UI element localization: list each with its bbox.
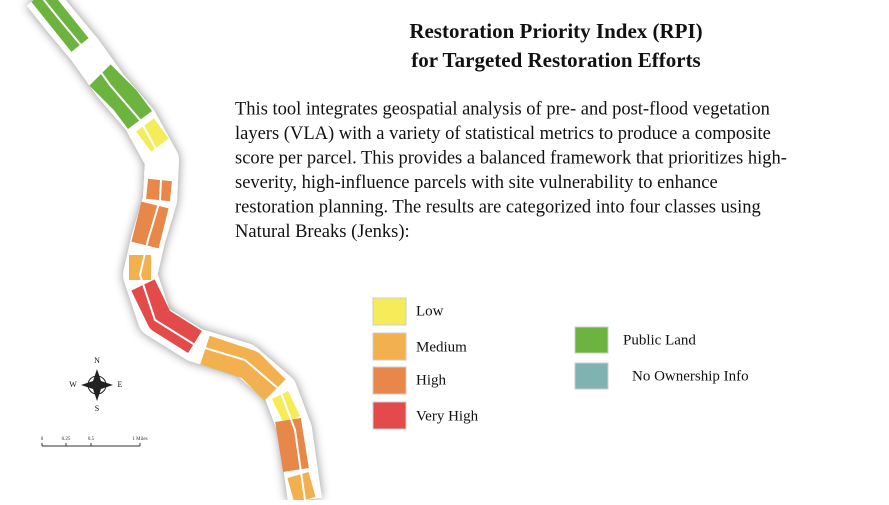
- legend-swatch: [372, 366, 407, 395]
- legend-label: Low: [416, 303, 444, 319]
- description-line: restoration planning. The results are ca…: [235, 197, 761, 217]
- legend-label: Medium: [416, 339, 467, 355]
- river-line: [42, 0, 306, 501]
- legend-label: No Ownership Info: [632, 368, 749, 384]
- parcel: [146, 178, 172, 202]
- legend-swatch: [372, 297, 407, 326]
- scale-label: 1 Miles: [132, 437, 147, 442]
- compass-ring: [87, 375, 107, 395]
- legend-label: Very High: [416, 408, 479, 424]
- parcel: [131, 279, 202, 354]
- legend-swatch: [372, 332, 407, 361]
- scale-label: 0.5: [88, 437, 95, 442]
- river-corridor: [26, 0, 322, 503]
- legend: Low Medium High Very High Public Land No…: [372, 297, 749, 430]
- description-line: severity, high-influence parcels with si…: [235, 173, 718, 193]
- compass: N E S W: [69, 356, 122, 413]
- parcel: [131, 201, 169, 249]
- description-line: Natural Breaks (Jenks):: [235, 222, 410, 242]
- legend-swatch: [372, 401, 407, 430]
- legend-label: Public Land: [623, 332, 696, 348]
- legend-label: High: [416, 372, 447, 388]
- parcel: [275, 417, 309, 473]
- title: for Targeted Restoration Efforts: [411, 48, 700, 72]
- description-line: layers (VLA) with a variety of statistic…: [235, 124, 771, 144]
- scale-label: 0.25: [62, 437, 71, 442]
- scale-label: 0: [41, 437, 44, 442]
- scale-bar: 0 0.25 0.5 1 Miles: [41, 437, 148, 447]
- title: Restoration Priority Index (RPI): [409, 19, 702, 43]
- description-line: score per parcel. This provides a balanc…: [235, 148, 787, 168]
- compass-n: N: [94, 356, 100, 365]
- map: [26, 0, 322, 503]
- compass-w: W: [69, 380, 77, 389]
- description: This tool integrates geospatial analysis…: [235, 99, 787, 242]
- legend-swatch: [574, 326, 609, 354]
- legend-swatch: [574, 362, 609, 390]
- compass-rose: [81, 369, 113, 401]
- compass-s: S: [95, 404, 99, 413]
- parcel: [136, 118, 169, 152]
- compass-e: E: [118, 380, 123, 389]
- description-line: This tool integrates geospatial analysis…: [235, 99, 770, 119]
